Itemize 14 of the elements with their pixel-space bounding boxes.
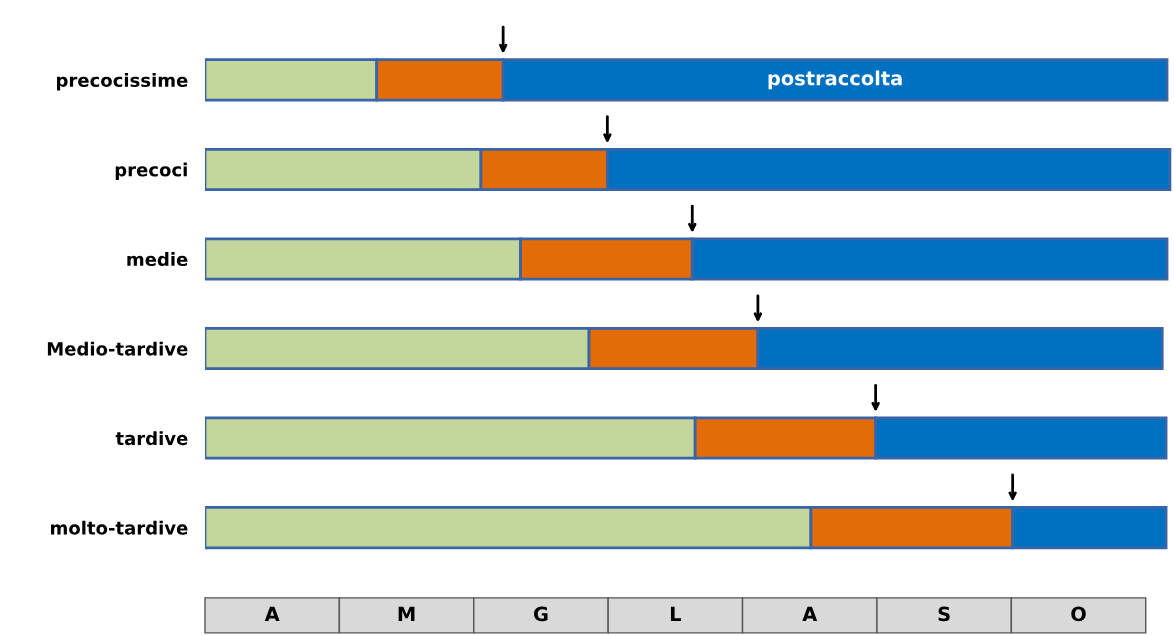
y-tick-label: tardive [115, 431, 188, 446]
y-tick-label: molto-tardive [51, 520, 188, 535]
y-tick-label: Medio-tardive [47, 341, 188, 356]
y-tick-label: precocissime [57, 73, 188, 91]
text: G [533, 606, 548, 622]
text: A [264, 606, 280, 622]
text: O [1071, 606, 1086, 622]
y-tick-label: precoci [115, 162, 187, 181]
text: A [802, 606, 818, 622]
text: L [670, 606, 682, 622]
text: S [938, 606, 950, 622]
text: M [398, 606, 415, 622]
y-tick-label: medie [127, 252, 188, 267]
series-label: postraccolta [768, 70, 902, 90]
